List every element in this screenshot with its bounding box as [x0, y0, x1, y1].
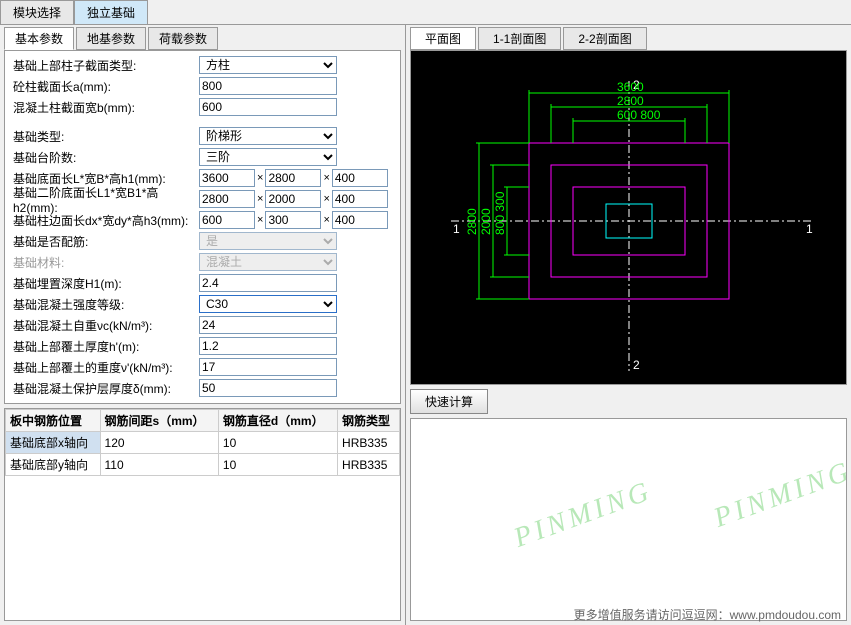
rebar-table: 板中钢筋位置 钢筋间距s（mm） 钢筋直径d（mm） 钢筋类型 基础底部x轴向1…	[4, 408, 401, 621]
footer-link[interactable]: www.pmdoudou.com	[730, 608, 841, 622]
input-soil-w[interactable]	[199, 358, 337, 376]
input-depth[interactable]	[199, 274, 337, 292]
input-sw[interactable]	[199, 316, 337, 334]
input-col-a[interactable]	[199, 77, 337, 95]
input-mid-h2[interactable]	[332, 190, 388, 208]
svg-text:800 300: 800 300	[493, 191, 507, 235]
label-sw: 基础混凝土自重νc(kN/m³):	[9, 317, 199, 334]
footer: 更多增值服务请访问逗逗网：www.pmdoudou.com	[574, 606, 841, 623]
input-soil-h[interactable]	[199, 337, 337, 355]
input-col-b[interactable]	[199, 98, 337, 116]
input-top-dx[interactable]	[199, 211, 255, 229]
th-spacing[interactable]: 钢筋间距s（mm）	[100, 410, 218, 432]
input-base-l[interactable]	[199, 169, 255, 187]
input-top-dy[interactable]	[265, 211, 321, 229]
label-has-rebar: 基础是否配筋:	[9, 233, 199, 250]
tab-plan-view[interactable]: 平面图	[410, 27, 476, 50]
select-grade[interactable]: C30	[199, 295, 337, 313]
label-grade: 基础混凝土强度等级:	[9, 296, 199, 313]
input-top-h3[interactable]	[332, 211, 388, 229]
tab-section-2-2[interactable]: 2-2剖面图	[563, 27, 646, 50]
select-has-rebar: 是	[199, 232, 337, 250]
top-tabs: 模块选择 独立基础	[0, 0, 851, 25]
view-tabs: 平面图 1-1剖面图 2-2剖面图	[406, 25, 851, 50]
output-area: PINMING PINMING	[410, 418, 847, 621]
input-base-b[interactable]	[265, 169, 321, 187]
select-col-type[interactable]: 方柱	[199, 56, 337, 74]
svg-text:2000: 2000	[479, 208, 493, 235]
tab-independent-foundation[interactable]: 独立基础	[74, 0, 148, 24]
watermark: PINMING	[510, 475, 657, 555]
left-panel: 基本参数 地基参数 荷载参数 基础上部柱子截面类型:方柱 砼柱截面长a(mm):…	[0, 25, 406, 625]
label-material: 基础材料:	[9, 254, 199, 271]
quick-calc-button[interactable]: 快速计算	[410, 389, 488, 414]
input-base-h1[interactable]	[332, 169, 388, 187]
svg-text:1: 1	[806, 222, 813, 236]
tab-section-1-1[interactable]: 1-1剖面图	[478, 27, 561, 50]
select-found-type[interactable]: 阶梯形	[199, 127, 337, 145]
cad-viewport[interactable]: 112236002800600 80028002000800 300	[410, 50, 847, 385]
watermark: PINMING	[710, 455, 847, 535]
input-mid-l[interactable]	[199, 190, 255, 208]
tab-basic-params[interactable]: 基本参数	[4, 27, 74, 50]
tab-module-select[interactable]: 模块选择	[0, 0, 74, 24]
input-cover[interactable]	[199, 379, 337, 397]
svg-text:2800: 2800	[617, 94, 644, 108]
label-cover: 基础混凝土保护层厚度δ(mm):	[9, 380, 199, 397]
label-steps: 基础台阶数:	[9, 149, 199, 166]
right-panel: 平面图 1-1剖面图 2-2剖面图 112236002800600 800280…	[406, 25, 851, 625]
label-top-lwh: 基础柱边面长dx*宽dy*高h3(mm):	[9, 212, 199, 229]
table-row[interactable]: 基础底部y轴向11010HRB335	[6, 454, 400, 476]
label-found-type: 基础类型:	[9, 128, 199, 145]
select-material: 混凝土	[199, 253, 337, 271]
param-tabs: 基本参数 地基参数 荷载参数	[0, 25, 405, 50]
th-type[interactable]: 钢筋类型	[338, 410, 400, 432]
svg-text:3600: 3600	[617, 80, 644, 94]
select-steps[interactable]: 三阶	[199, 148, 337, 166]
svg-text:600 800: 600 800	[617, 108, 661, 122]
label-col-b: 混凝土柱截面宽b(mm):	[9, 99, 199, 116]
label-soil-h: 基础上部覆土厚度h'(m):	[9, 338, 199, 355]
th-dia[interactable]: 钢筋直径d（mm）	[218, 410, 337, 432]
label-mid-lwh: 基础二阶底面长L1*宽B1*高h2(mm):	[9, 184, 199, 215]
label-depth: 基础埋置深度H1(m):	[9, 275, 199, 292]
label-col-a: 砼柱截面长a(mm):	[9, 78, 199, 95]
svg-text:1: 1	[453, 222, 460, 236]
svg-text:2800: 2800	[465, 208, 479, 235]
svg-text:2: 2	[633, 358, 640, 372]
tab-ground-params[interactable]: 地基参数	[76, 27, 146, 50]
label-col-type: 基础上部柱子截面类型:	[9, 57, 199, 74]
params-form: 基础上部柱子截面类型:方柱 砼柱截面长a(mm): 混凝土柱截面宽b(mm): …	[4, 50, 401, 404]
table-row[interactable]: 基础底部x轴向12010HRB335	[6, 432, 400, 454]
input-mid-b[interactable]	[265, 190, 321, 208]
tab-load-params[interactable]: 荷载参数	[148, 27, 218, 50]
th-pos[interactable]: 板中钢筋位置	[6, 410, 101, 432]
label-soil-w: 基础上部覆土的重度ν'(kN/m³):	[9, 359, 199, 376]
